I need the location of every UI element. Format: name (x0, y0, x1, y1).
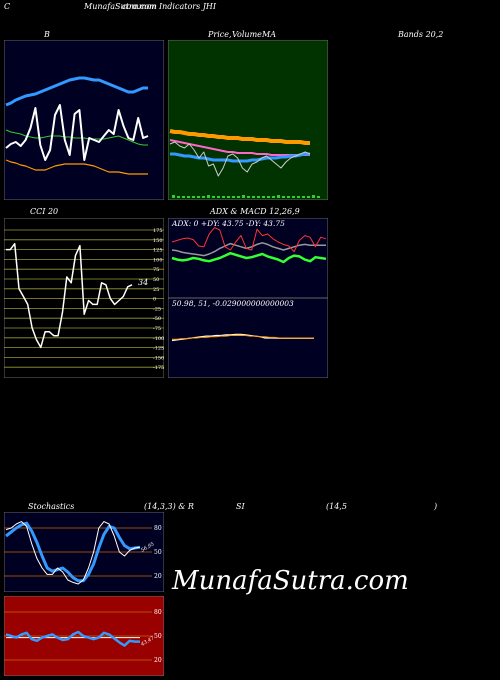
volume-bar (227, 196, 230, 198)
cci-tick-label: 100 (153, 257, 163, 263)
stoch-params: (14,3,3) & R (144, 502, 194, 511)
cci-tick-label: -50 (153, 316, 161, 322)
cci-grid (4, 229, 164, 368)
adx-macd-title: ADX & MACD 12,26,9 (210, 207, 300, 216)
macd-signal-line (172, 335, 314, 340)
cci-line (6, 242, 133, 349)
macd-panel (168, 298, 328, 378)
volume-bar (302, 196, 305, 198)
adx-line (171, 242, 326, 257)
c-label: C (4, 2, 11, 11)
ma-long-line (169, 129, 310, 145)
volume-bars (172, 195, 320, 198)
volume-bar (272, 196, 275, 198)
volume-bar (307, 196, 310, 198)
volume-bar (177, 196, 180, 198)
volume-bar (312, 195, 315, 198)
volume-bar (267, 196, 270, 198)
stoch-title: Stochastics (28, 502, 75, 511)
stoch-tick-label: 50 (154, 549, 162, 556)
rsi-params-close: ) (434, 502, 438, 511)
volume-bar (262, 196, 265, 198)
ma-mid-line (169, 139, 310, 156)
rsi-tick-label: 50 (154, 633, 162, 640)
price-ma-panel (168, 40, 328, 200)
volume-label: Volume (232, 30, 262, 39)
cci-tick-label: 150 (153, 238, 163, 244)
stoch-tick-label: 80 (154, 525, 162, 532)
volume-bar (297, 196, 300, 198)
lower-band-line (5, 159, 148, 175)
indicators-title: common Indicators JHI (122, 2, 217, 11)
middle-band-line (5, 76, 148, 107)
cci-tick-label: -175 (153, 365, 164, 371)
volume-bar (232, 196, 235, 198)
rsi-tick-label: 80 (154, 609, 162, 616)
upper-band-line (5, 129, 148, 146)
cci-tick-label: 50 (153, 277, 159, 283)
stoch-d-line (5, 521, 141, 583)
bands-label: Bands 20,2 (398, 30, 444, 39)
stoch-k-line (5, 521, 141, 585)
volume-bar (252, 196, 255, 198)
volume-bar (192, 196, 195, 198)
cci-tick-label: -75 (153, 326, 161, 332)
stoch-tick-label: 20 (154, 573, 162, 580)
cci-tick-label: 25 (153, 287, 159, 293)
volume-bar (257, 196, 260, 198)
volume-bar (182, 196, 185, 198)
volume-bar (207, 195, 210, 198)
bollinger-panel (4, 40, 164, 200)
volume-bar (287, 196, 290, 198)
bollinger-b-label: B (44, 30, 50, 39)
cci-tick-label: -150 (153, 355, 164, 361)
ma-label: MA (262, 30, 276, 39)
minus-di-line (171, 227, 327, 253)
volume-bar (277, 195, 280, 198)
cci-tick-label: -25 (153, 306, 161, 312)
volume-bar (212, 196, 215, 198)
price-line (169, 141, 311, 177)
cci-tick-label: -125 (153, 346, 164, 352)
macd-readout: 50.98, 51, -0.029000000000003 (172, 299, 294, 308)
cci-tick-label: 175 (153, 228, 163, 234)
watermark: MunafaSutra.com (172, 566, 409, 596)
volume-bar (242, 195, 245, 198)
rsi-title: SI (236, 502, 245, 511)
site-title[interactable]: MunafaSutra.com (84, 2, 157, 11)
volume-bar (172, 195, 175, 198)
cci-tick-label: 0 (153, 297, 156, 303)
price-ma-background (168, 40, 328, 200)
cci-title: CCI 20 (30, 207, 59, 216)
cci-background (4, 218, 164, 378)
plus-di-line (171, 251, 327, 264)
adx-readout: ADX: 0 +DY: 43.75 -DY: 43.75 (172, 219, 285, 228)
cci-tick-label: 75 (153, 267, 159, 273)
bollinger-background (4, 40, 164, 200)
volume-bar (222, 196, 225, 198)
volume-bar (197, 196, 200, 198)
volume-bar (237, 196, 240, 198)
cci-tick-label: 125 (153, 248, 163, 254)
volume-bar (317, 196, 320, 198)
volume-bar (282, 196, 285, 198)
volume-bar (187, 196, 190, 198)
volume-bar (202, 196, 205, 198)
price-label: Price, (208, 30, 232, 39)
adx-panel (168, 218, 328, 298)
rsi-line (5, 630, 140, 647)
volume-bar (217, 196, 220, 198)
volume-bar (292, 196, 295, 198)
rsi-tick-label: 20 (154, 657, 162, 664)
rsi-params: (14,5 (326, 502, 347, 511)
price-line (5, 104, 149, 161)
cci-tick-label: -100 (153, 336, 164, 342)
cci-last-value: 34 (138, 278, 148, 287)
volume-bar (247, 196, 250, 198)
ma-short-line (170, 152, 310, 163)
cci-panel: 175 150 125 100 75 50 25 0 -25 -50 -75 -100 -125 -150… (4, 218, 164, 378)
